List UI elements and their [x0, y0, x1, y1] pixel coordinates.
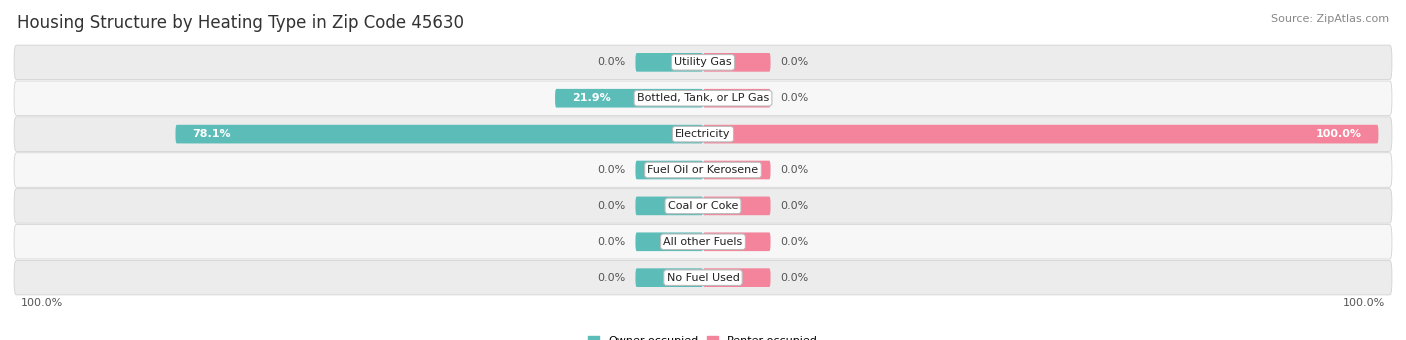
FancyBboxPatch shape [703, 53, 770, 72]
FancyBboxPatch shape [636, 161, 703, 179]
Text: 0.0%: 0.0% [598, 273, 626, 283]
Text: 0.0%: 0.0% [598, 237, 626, 247]
Text: Coal or Coke: Coal or Coke [668, 201, 738, 211]
Text: 0.0%: 0.0% [598, 201, 626, 211]
FancyBboxPatch shape [636, 233, 703, 251]
FancyBboxPatch shape [636, 197, 703, 215]
FancyBboxPatch shape [176, 125, 703, 143]
FancyBboxPatch shape [703, 233, 770, 251]
FancyBboxPatch shape [14, 260, 1392, 295]
Text: Utility Gas: Utility Gas [675, 57, 731, 67]
FancyBboxPatch shape [703, 197, 770, 215]
Text: 78.1%: 78.1% [193, 129, 231, 139]
Text: 100.0%: 100.0% [1316, 129, 1361, 139]
Text: 0.0%: 0.0% [780, 57, 808, 67]
Text: 0.0%: 0.0% [780, 93, 808, 103]
Text: 0.0%: 0.0% [598, 57, 626, 67]
FancyBboxPatch shape [703, 89, 770, 107]
Text: Source: ZipAtlas.com: Source: ZipAtlas.com [1271, 14, 1389, 23]
FancyBboxPatch shape [636, 53, 703, 72]
Text: 21.9%: 21.9% [572, 93, 610, 103]
Text: All other Fuels: All other Fuels [664, 237, 742, 247]
FancyBboxPatch shape [703, 125, 1378, 143]
Legend: Owner-occupied, Renter-occupied: Owner-occupied, Renter-occupied [583, 331, 823, 340]
Text: Fuel Oil or Kerosene: Fuel Oil or Kerosene [647, 165, 759, 175]
Text: No Fuel Used: No Fuel Used [666, 273, 740, 283]
Text: 0.0%: 0.0% [780, 237, 808, 247]
Text: Electricity: Electricity [675, 129, 731, 139]
Text: 0.0%: 0.0% [780, 273, 808, 283]
Text: 100.0%: 100.0% [21, 299, 63, 308]
FancyBboxPatch shape [14, 81, 1392, 116]
FancyBboxPatch shape [14, 45, 1392, 80]
FancyBboxPatch shape [555, 89, 703, 107]
Text: 0.0%: 0.0% [780, 165, 808, 175]
Text: Housing Structure by Heating Type in Zip Code 45630: Housing Structure by Heating Type in Zip… [17, 14, 464, 32]
Text: 0.0%: 0.0% [598, 165, 626, 175]
FancyBboxPatch shape [14, 189, 1392, 223]
FancyBboxPatch shape [636, 268, 703, 287]
FancyBboxPatch shape [14, 153, 1392, 187]
Text: Bottled, Tank, or LP Gas: Bottled, Tank, or LP Gas [637, 93, 769, 103]
FancyBboxPatch shape [14, 117, 1392, 151]
FancyBboxPatch shape [703, 161, 770, 179]
Text: 100.0%: 100.0% [1343, 299, 1385, 308]
FancyBboxPatch shape [703, 268, 770, 287]
Text: 0.0%: 0.0% [780, 201, 808, 211]
FancyBboxPatch shape [14, 224, 1392, 259]
